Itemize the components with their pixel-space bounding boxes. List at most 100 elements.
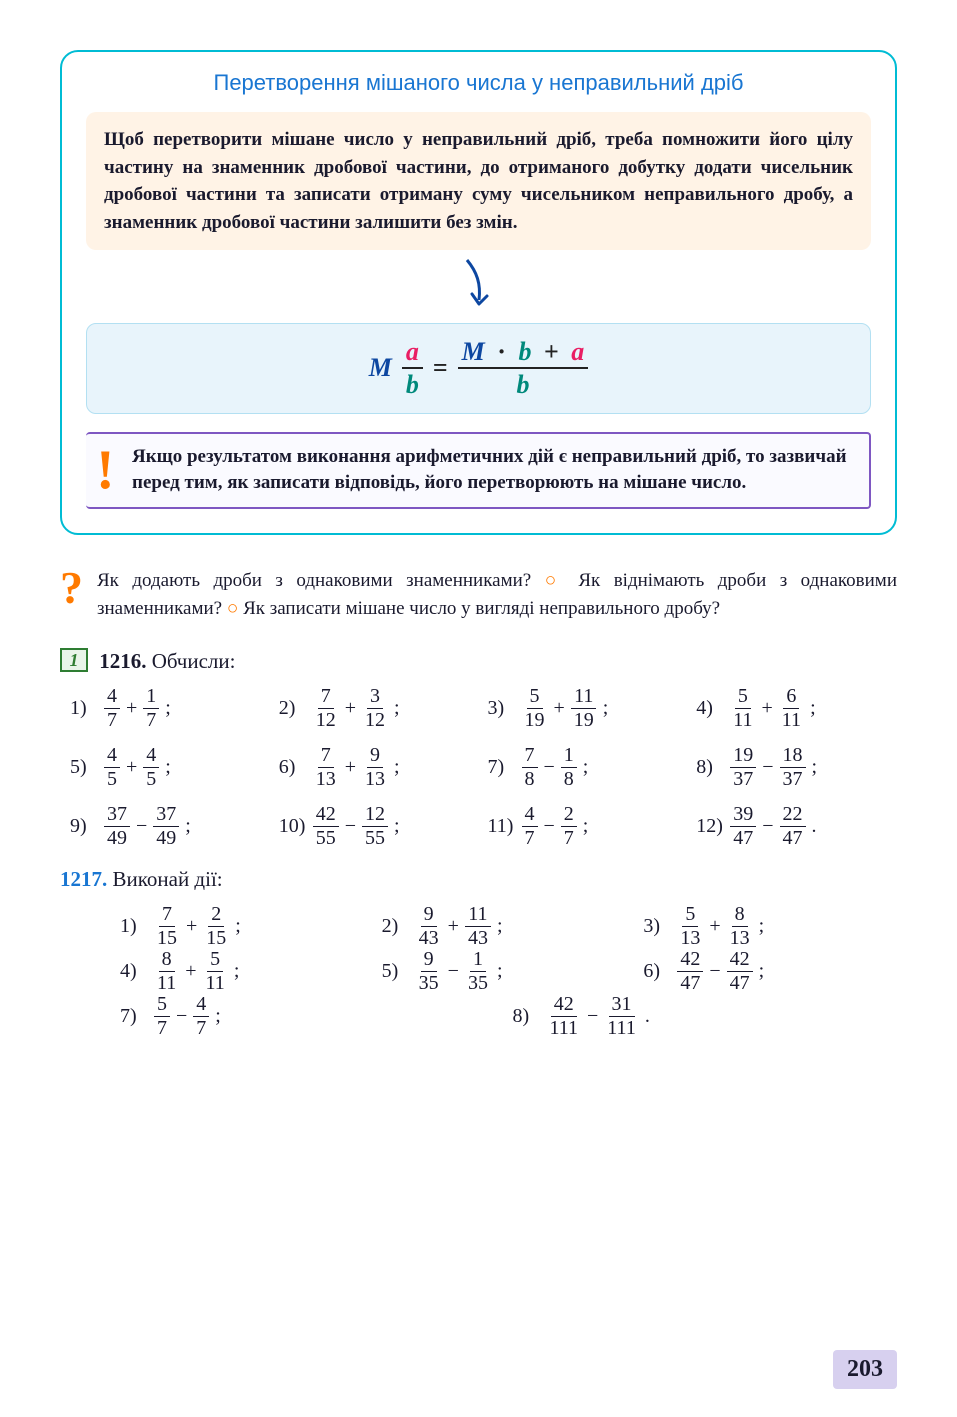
exercise-item: 12)3947 − 2247.: [696, 804, 897, 849]
fraction: 3749: [153, 804, 179, 849]
operator: −: [544, 815, 555, 838]
exercise-item: 7)78 − 18;: [488, 745, 689, 790]
operator: −: [762, 815, 773, 838]
fraction: 4247: [727, 949, 753, 994]
item-index: 6): [279, 756, 307, 779]
fraction: 511: [203, 949, 228, 994]
level-badge: 1: [60, 648, 88, 672]
operator: +: [126, 756, 137, 779]
fraction: 27: [561, 804, 577, 849]
operator: +: [185, 960, 196, 983]
exercise-item: 2)943 + 1143;: [382, 904, 636, 949]
operator: −: [448, 960, 459, 983]
fraction: 713: [313, 745, 339, 790]
operator: +: [345, 756, 356, 779]
question-block: ? Як додають дроби з однаковими знаменни…: [60, 567, 897, 622]
operator: +: [709, 915, 720, 938]
fraction: 47: [104, 686, 120, 731]
page-number: 203: [833, 1350, 897, 1389]
fraction: 611: [779, 686, 804, 731]
operator: +: [762, 697, 773, 720]
bullet-icon: ○: [545, 570, 579, 591]
item-index: 7): [120, 1005, 148, 1028]
item-index: 3): [488, 697, 516, 720]
operator: +: [448, 915, 459, 938]
fraction: 511: [730, 686, 755, 731]
item-index: 12): [696, 815, 724, 838]
fraction: 712: [313, 686, 339, 731]
fraction: 1837: [780, 745, 806, 790]
fraction: 3947: [730, 804, 756, 849]
operator: −: [587, 1005, 598, 1028]
operator: −: [709, 960, 720, 983]
fraction: 715: [154, 904, 180, 949]
note-text: Якщо результатом виконання арифметичних …: [132, 446, 847, 494]
item-index: 8): [696, 756, 724, 779]
item-index: 1): [70, 697, 98, 720]
exercise-item: 8)42111 − 31111.: [513, 994, 898, 1039]
fraction: 3749: [104, 804, 130, 849]
fraction: 943: [416, 904, 442, 949]
formula-box: M a b = M · b + a b: [86, 323, 871, 414]
item-index: 10): [279, 815, 307, 838]
operator: +: [345, 697, 356, 720]
operator: −: [136, 815, 147, 838]
exercise-item: 2)712 + 312;: [279, 686, 480, 731]
exercise-item: 3)519 + 1119;: [488, 686, 689, 731]
exercise-row: 7)57 − 47;8)42111 − 31111.: [60, 994, 897, 1039]
item-index: 6): [643, 960, 671, 983]
operator: −: [176, 1005, 187, 1028]
exercise-item: 11)47 − 27;: [488, 804, 689, 849]
item-index: 4): [696, 697, 724, 720]
question-mark-icon: ?: [60, 567, 83, 608]
bullet-icon: ○: [227, 598, 243, 619]
exercise-item: 3)513 + 813;: [643, 904, 897, 949]
fraction: 4255: [313, 804, 339, 849]
fraction: 312: [362, 686, 388, 731]
fraction: 1937: [730, 745, 756, 790]
fraction: 913: [362, 745, 388, 790]
exercise-item: 5)935 − 135;: [382, 949, 636, 994]
operator: +: [126, 697, 137, 720]
fraction: 47: [522, 804, 538, 849]
operator: −: [345, 815, 356, 838]
exercise-row: 4)811 + 511;5)935 − 135;6)4247 − 4247;: [60, 949, 897, 994]
exercise-item: 5)45 + 45;: [70, 745, 271, 790]
item-index: 5): [382, 960, 410, 983]
exercise-item: 4)811 + 511;: [120, 949, 374, 994]
exercise-item: 8)1937 − 1837;: [696, 745, 897, 790]
fraction: 519: [522, 686, 548, 731]
rule-text: Щоб перетворити мішане число у неправиль…: [86, 112, 871, 250]
fraction: 42111: [547, 994, 582, 1039]
item-index: 11): [488, 815, 516, 838]
fraction: 1143: [465, 904, 491, 949]
item-index: 7): [488, 756, 516, 779]
operator: −: [544, 756, 555, 779]
fraction: 17: [143, 686, 159, 731]
fraction: 45: [143, 745, 159, 790]
item-index: 8): [513, 1005, 541, 1028]
exercise-item: 4)511 + 611;: [696, 686, 897, 731]
exercise-item: 6)713 + 913;: [279, 745, 480, 790]
fraction: 57: [154, 994, 170, 1039]
item-index: 9): [70, 815, 98, 838]
item-index: 4): [120, 960, 148, 983]
item-index: 3): [643, 915, 671, 938]
operator: +: [554, 697, 565, 720]
exercise-grid: 1)47 + 17;2)712 + 312;3)519 + 1119;4)511…: [60, 686, 897, 849]
box-title: Перетворення мішаного числа у неправильн…: [86, 70, 871, 96]
exercise-item: 6)4247 − 4247;: [643, 949, 897, 994]
exercise-item: 9)3749 − 3749;: [70, 804, 271, 849]
item-index: 2): [279, 697, 307, 720]
exercise-row: 1)715 + 215;2)943 + 1143;3)513 + 813;: [60, 904, 897, 949]
fraction: 1119: [571, 686, 597, 731]
mixed-to-improper-formula: M a b = M · b + a b: [369, 338, 589, 399]
fraction: 813: [727, 904, 753, 949]
fraction: 1255: [362, 804, 388, 849]
fraction: 215: [203, 904, 229, 949]
exercise-grid: 1)715 + 215;2)943 + 1143;3)513 + 813;4)8…: [60, 904, 897, 1039]
note-box: ! Якщо результатом виконання арифметични…: [86, 432, 871, 509]
fraction: 47: [193, 994, 209, 1039]
theory-box: Перетворення мішаного числа у неправильн…: [60, 50, 897, 535]
exercise-heading: 1 1216. Обчисли:: [60, 648, 897, 674]
